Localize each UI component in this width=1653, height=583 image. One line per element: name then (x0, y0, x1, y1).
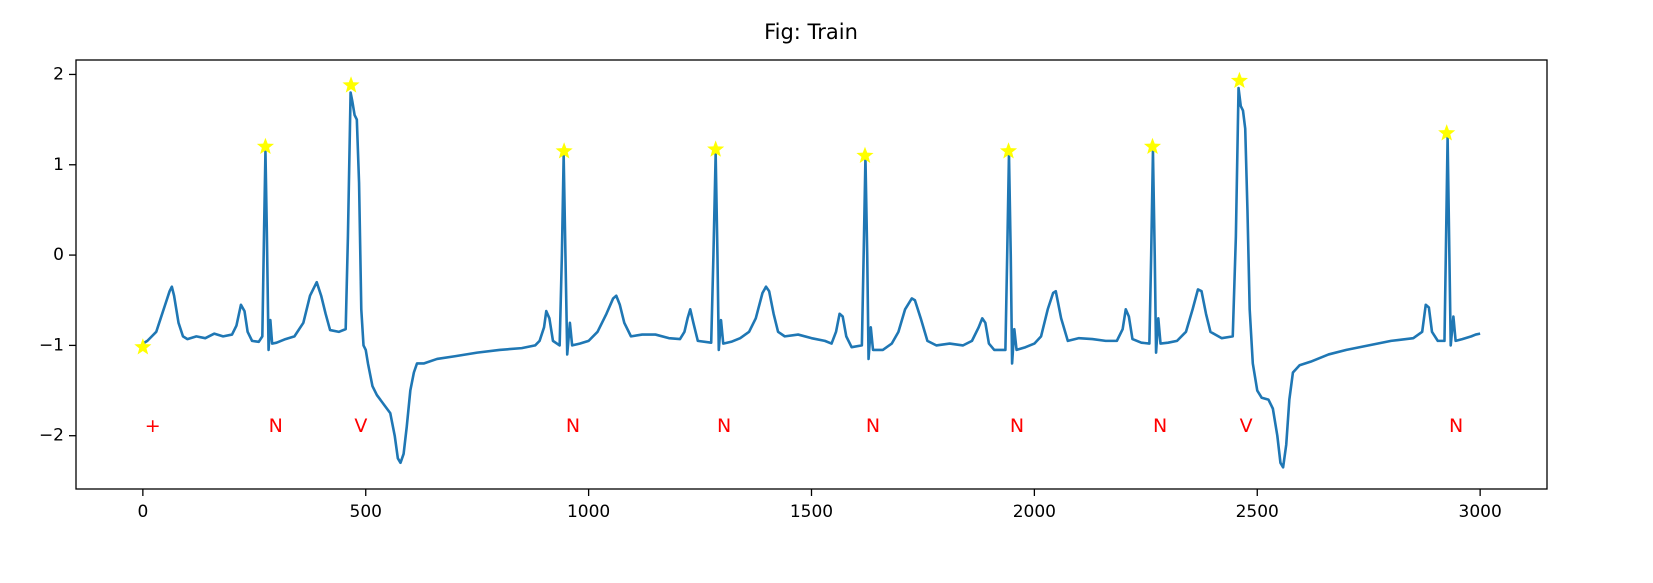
x-tick-label: 3000 (1459, 502, 1502, 522)
peak-marker (342, 76, 360, 93)
x-tick-label: 2000 (1013, 502, 1056, 522)
beat-label: N (1449, 415, 1463, 437)
y-tick-label: −1 (39, 335, 64, 355)
chart-title: Fig: Train (764, 20, 858, 44)
x-tick-label: 500 (350, 502, 382, 522)
signal-line (142, 86, 1481, 469)
peak-marker (999, 142, 1018, 159)
beat-label: + (145, 415, 161, 437)
x-tick-label: 1500 (790, 502, 833, 522)
peak-marker (1230, 71, 1248, 89)
peak-marker (1143, 137, 1162, 154)
beat-label: V (354, 415, 367, 437)
y-tick-label: 1 (53, 155, 64, 175)
beat-label: N (269, 415, 283, 437)
beat-label: N (1010, 415, 1024, 437)
beat-label: N (717, 415, 731, 437)
y-tick-label: 0 (53, 245, 64, 265)
beat-label: N (566, 415, 580, 437)
peak-marker (256, 137, 275, 154)
y-tick-label: 2 (53, 64, 64, 84)
peak-marker (555, 142, 573, 159)
peak-marker (134, 338, 152, 355)
x-tick-label: 2500 (1236, 502, 1279, 522)
peak-marker (856, 146, 874, 164)
x-tick-label: 0 (137, 502, 148, 522)
peak-marker (1438, 124, 1456, 141)
plot-frame (75, 59, 1548, 490)
beat-label: N (866, 415, 880, 437)
beat-label: N (1153, 415, 1167, 437)
y-tick-label: −2 (39, 426, 64, 446)
peak-marker (707, 140, 725, 157)
beat-label: V (1240, 415, 1253, 437)
x-tick-label: 1000 (567, 502, 610, 522)
